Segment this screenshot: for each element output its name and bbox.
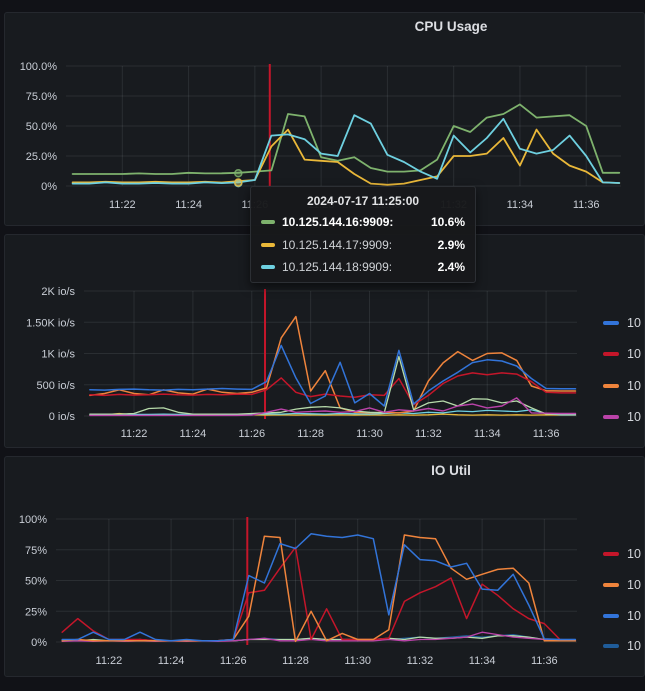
- y-axis-tick-label: 25.0%: [26, 151, 57, 163]
- legend-item[interactable]: 10: [603, 577, 644, 593]
- tooltip-series-name: 10.125.144.16:9909:: [282, 215, 394, 230]
- y-axis-tick-label: 75%: [25, 545, 47, 557]
- x-axis-tick-label: 11:32: [415, 428, 442, 440]
- y-axis-tick-label: 75.0%: [26, 91, 57, 103]
- y-axis-tick-label: 50.0%: [26, 121, 57, 133]
- legend-item[interactable]: 10: [603, 409, 644, 425]
- io-util-panel: IO Util 100% 75% 50% 25% 0% 11:22 11:24 11:26 11…: [4, 456, 645, 677]
- y-axis-tick-label: 50%: [25, 576, 47, 588]
- y-axis-tick-label: 1.50K io/s: [26, 317, 75, 329]
- legend-series-label: 10: [627, 379, 641, 393]
- hover-marker: [234, 178, 243, 187]
- hover-marker: [234, 169, 243, 178]
- tooltip-series-name: 10.125.144.17:9909:: [282, 237, 393, 252]
- x-axis-tick-label: 11:36: [573, 199, 600, 211]
- grid-lines: [56, 518, 577, 643]
- tooltip-series-name: 10.125.144.18:9909:: [282, 260, 393, 275]
- grid-lines: [66, 65, 621, 187]
- legend-series-label: 10: [627, 347, 641, 361]
- grid-lines: [84, 290, 577, 417]
- y-axis-tick-label: 25%: [25, 606, 47, 618]
- tooltip-series-value: 2.4%: [437, 260, 465, 275]
- legend-series-label: 10: [627, 547, 641, 561]
- util-chart[interactable]: 100% 75% 50% 25% 0% 11:22 11:24 11:26 11:28 11:30…: [5, 457, 645, 677]
- x-axis-tick-label: 11:22: [121, 428, 148, 440]
- x-axis-tick-label: 11:28: [282, 655, 309, 667]
- series-line-orange: [61, 534, 577, 643]
- y-axis-tick-label: 0%: [31, 637, 47, 649]
- tooltip-series-row: 10.125.144.16:9909: 10.6%: [261, 211, 465, 234]
- io-util-panel-title[interactable]: IO Util: [431, 463, 471, 478]
- legend-item[interactable]: 10: [603, 315, 644, 331]
- legend-series-swatch-icon: [603, 643, 619, 649]
- y-axis-tick-label: 0%: [41, 181, 57, 193]
- x-axis-tick-label: 11:32: [407, 655, 434, 667]
- legend-item[interactable]: 10: [603, 378, 644, 394]
- series-line-blue: [61, 533, 577, 642]
- legend-series-label: 10: [627, 316, 641, 330]
- legend-series-swatch-icon: [603, 351, 619, 357]
- tooltip-rows: 10.125.144.16:9909: 10.6% 10.125.144.17:99…: [261, 211, 465, 279]
- x-axis-tick-label: 11:36: [533, 428, 560, 440]
- x-axis-tick-label: 11:22: [109, 199, 136, 211]
- x-axis-tick-label: 11:28: [297, 428, 324, 440]
- x-axis-tick-label: 11:24: [180, 428, 207, 440]
- legend-item[interactable]: 10: [603, 546, 644, 562]
- x-axis-tick-label: 11:24: [175, 199, 202, 211]
- y-axis-tick-label: 100.0%: [20, 61, 58, 73]
- y-axis-tick-label: 2K io/s: [41, 286, 75, 298]
- x-axis-tick-label: 11:34: [469, 655, 496, 667]
- tooltip-series-swatch-icon: [261, 265, 275, 270]
- io-chart[interactable]: 2K io/s 1.50K io/s 1K io/s 500 io/s 0 io/s 11…: [5, 235, 645, 448]
- x-axis-tick-label: 11:24: [158, 655, 185, 667]
- tooltip-timestamp: 2024-07-17 11:25:00: [306, 194, 420, 208]
- series-line-palegreen: [89, 355, 577, 415]
- tooltip-series-swatch-icon: [261, 242, 275, 247]
- legend-series-swatch-icon: [603, 320, 619, 326]
- tooltip-series-row: 10.125.144.18:9909: 2.4%: [261, 256, 465, 279]
- y-axis-tick-label: 100%: [19, 514, 47, 526]
- tooltip-series-value: 10.6%: [430, 215, 465, 230]
- cpu-panel-title[interactable]: CPU Usage: [414, 19, 488, 34]
- x-axis-tick-label: 11:30: [356, 428, 383, 440]
- legend-item[interactable]: 10: [603, 638, 644, 654]
- legend-series-swatch-icon: [603, 383, 619, 389]
- legend-series-label: 10: [627, 578, 641, 592]
- series-line-green: [71, 103, 621, 175]
- graph-tooltip: 2024-07-17 11:25:00 10.125.144.16:9909: 1…: [250, 186, 476, 283]
- legend-series-label: 10: [627, 639, 641, 653]
- y-axis-tick-label: 500 io/s: [36, 380, 75, 392]
- x-axis-tick-label: 11:26: [220, 655, 247, 667]
- series-line-cyan: [71, 114, 621, 185]
- x-axis-tick-label: 11:22: [96, 655, 123, 667]
- tooltip-series-value: 2.9%: [437, 237, 465, 252]
- cpu-chart[interactable]: 100.0%75.0%50.0%25.0%0%11:2211:2411:2611…: [5, 13, 645, 226]
- y-axis-tick-label: 1K io/s: [41, 349, 75, 361]
- y-axis-tick-label: 0 io/s: [49, 411, 76, 423]
- series-line-red: [89, 372, 577, 406]
- series-line-lightblue: [89, 409, 577, 416]
- x-axis-tick-label: 11:26: [238, 428, 265, 440]
- x-axis-tick-label: 11:34: [507, 199, 534, 211]
- legend-series-swatch-icon: [603, 551, 619, 557]
- x-axis-tick-label: 11:36: [531, 655, 558, 667]
- legend-series-swatch-icon: [603, 414, 619, 420]
- x-axis-tick-label: 11:34: [474, 428, 501, 440]
- series-line-magenta: [89, 397, 577, 417]
- series-line-blue: [89, 344, 577, 407]
- legend-item[interactable]: 10: [603, 608, 644, 624]
- legend-item[interactable]: 10: [603, 346, 644, 362]
- legend-series-label: 10: [627, 609, 641, 623]
- tooltip-series-swatch-icon: [261, 220, 275, 225]
- series-line-orange: [89, 315, 577, 414]
- legend-series-label: 10: [627, 410, 641, 424]
- legend-series-swatch-icon: [603, 582, 619, 588]
- series-line-yellow: [71, 128, 621, 186]
- x-axis-tick-label: 11:30: [344, 655, 371, 667]
- legend-series-swatch-icon: [603, 613, 619, 619]
- tooltip-series-row: 10.125.144.17:9909: 2.9%: [261, 234, 465, 257]
